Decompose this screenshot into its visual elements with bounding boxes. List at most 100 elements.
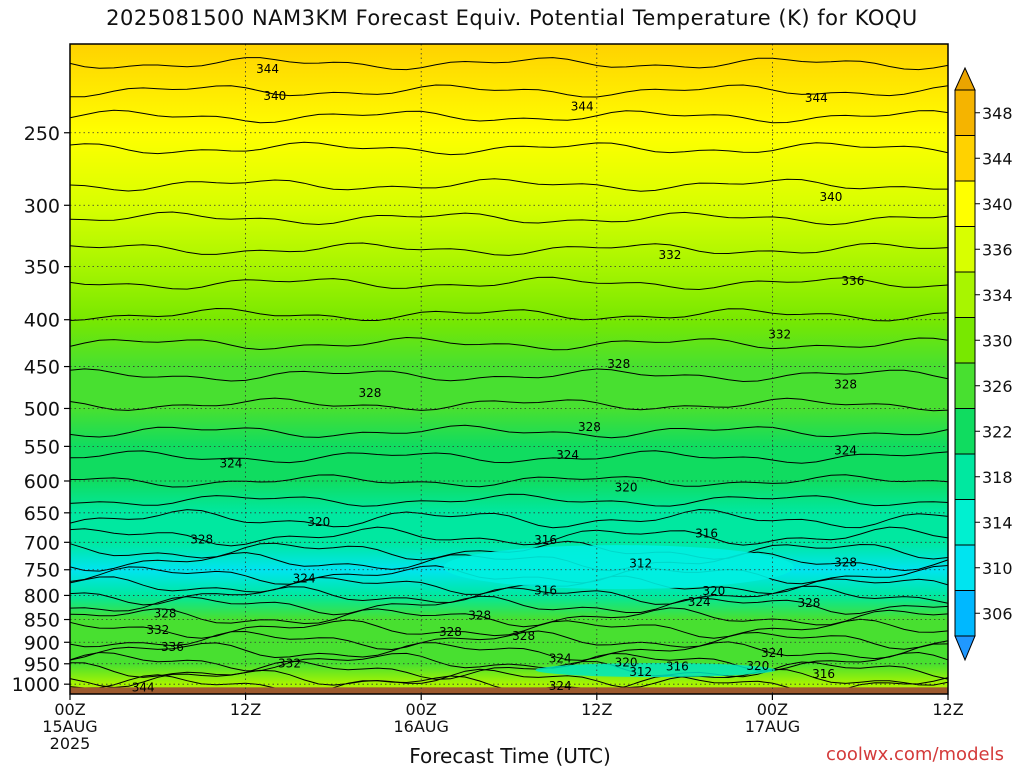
colorbar-swatch — [954, 317, 976, 364]
contour-label: 328 — [578, 420, 601, 434]
contour-line — [69, 668, 949, 689]
contour-line — [69, 450, 949, 464]
x-tick-label: 17AUG — [745, 717, 800, 736]
contour-label: 324 — [761, 646, 784, 660]
contour-label: 344 — [256, 62, 279, 76]
colorbar-label: 306 — [982, 604, 1013, 623]
contour-label: 320 — [615, 481, 638, 495]
contour-label: 324 — [293, 572, 316, 586]
contour-label: 328 — [834, 378, 857, 392]
contour-label: 332 — [146, 623, 169, 637]
contour-line — [69, 307, 949, 322]
contour-label: 336 — [161, 640, 184, 654]
contour-label: 316 — [695, 527, 718, 541]
y-tick-label: 300 — [24, 195, 60, 217]
credit-text: coolwx.com/models — [826, 744, 1004, 765]
contour-label: 344 — [571, 99, 594, 113]
x-tick-label: 12Z — [581, 700, 612, 719]
y-tick-label: 650 — [24, 503, 60, 525]
plot-fill — [70, 44, 948, 694]
near-surface-cold-mark — [535, 663, 776, 678]
contour-label: 332 — [659, 248, 682, 262]
colorbar-label: 326 — [982, 377, 1013, 396]
grid-lines — [70, 44, 948, 694]
colorbar-label: 336 — [982, 240, 1013, 259]
contour-label: 328 — [607, 357, 630, 371]
x-tick-label: 15AUG — [42, 717, 97, 736]
contour-line — [69, 242, 949, 256]
contour-line — [69, 641, 949, 661]
colorbar-label: 340 — [982, 195, 1013, 214]
y-tick-label: 900 — [24, 632, 60, 654]
contour-label: 324 — [220, 456, 243, 470]
contour-label: 328 — [190, 532, 213, 546]
contour-label: 328 — [798, 596, 821, 610]
y-tick-label: 850 — [24, 610, 60, 632]
contour-line — [69, 276, 949, 291]
colorbar-swatch — [954, 135, 976, 182]
x-tick-label: 2025 — [50, 734, 91, 753]
y-tick-label: 350 — [24, 257, 60, 279]
contour-line — [69, 368, 949, 383]
contour-label: 324 — [834, 444, 857, 458]
contour-line — [69, 84, 949, 98]
x-tick-label: 16AUG — [393, 717, 448, 736]
colorbar-label: 330 — [982, 331, 1013, 350]
cold-core-mark — [443, 545, 794, 590]
contour-label: 316 — [534, 533, 557, 547]
colorbar-swatch — [954, 180, 976, 227]
contour-line — [69, 660, 949, 680]
contour-label: 332 — [278, 656, 301, 670]
contour-label: 312 — [629, 556, 652, 570]
x-tick-label: 00Z — [54, 700, 85, 719]
y-tick-label: 500 — [24, 398, 60, 420]
contour-label: 316 — [534, 583, 557, 597]
y-tick-label: 250 — [24, 123, 60, 145]
contour-line — [69, 109, 949, 124]
colorbar-bottom-arrow — [954, 635, 976, 662]
colorbar: 348 344 340 336 334 330 326 322 318 314 310 306 — [954, 66, 1013, 662]
contour-label: 336 — [841, 274, 864, 288]
y-tick-label: 600 — [24, 471, 60, 493]
contour-line — [69, 526, 949, 547]
y-tick-label: 1000 — [12, 674, 60, 696]
y-tick-label: 800 — [24, 585, 60, 607]
contour-label: 316 — [812, 667, 835, 681]
contour-label: 324 — [549, 679, 572, 693]
colorbar-swatch — [954, 408, 976, 455]
contour-label: 320 — [307, 515, 330, 529]
plot-frame — [69, 43, 949, 695]
y-tick-label: 700 — [24, 532, 60, 554]
contour-line — [69, 178, 948, 192]
y-tick-label: 750 — [24, 560, 60, 582]
contour-line — [69, 508, 949, 529]
contour-label: 340 — [819, 190, 842, 204]
colorbar-label: 344 — [982, 149, 1013, 168]
contour-labels: 3443403443443403323363323283283283283243… — [132, 62, 865, 694]
contour-label: 328 — [512, 629, 535, 643]
contour-label: 328 — [359, 386, 382, 400]
colorbar-swatch — [954, 544, 976, 591]
x-tick-label: 00Z — [406, 700, 437, 719]
contour-label: 344 — [805, 91, 828, 105]
colorbar-swatch — [954, 453, 976, 500]
colorbar-label: 322 — [982, 422, 1013, 441]
colorbar-label: 334 — [982, 286, 1013, 305]
y-tick-label: 550 — [24, 436, 60, 458]
contour-line — [69, 424, 949, 439]
contour-label: 328 — [439, 625, 462, 639]
contour-label: 324 — [556, 448, 579, 462]
colorbar-top-arrow — [954, 66, 976, 91]
contour-line — [69, 493, 949, 507]
contour-label: 328 — [468, 608, 491, 622]
contour-line — [69, 211, 949, 226]
x-tick-label: 12Z — [932, 700, 963, 719]
contour-line — [69, 630, 949, 651]
y-tick-label: 400 — [24, 310, 60, 332]
colorbar-swatch — [954, 226, 976, 273]
contour-line — [69, 474, 949, 488]
x-tick-label: 00Z — [757, 700, 788, 719]
contour-label: 332 — [768, 327, 791, 341]
